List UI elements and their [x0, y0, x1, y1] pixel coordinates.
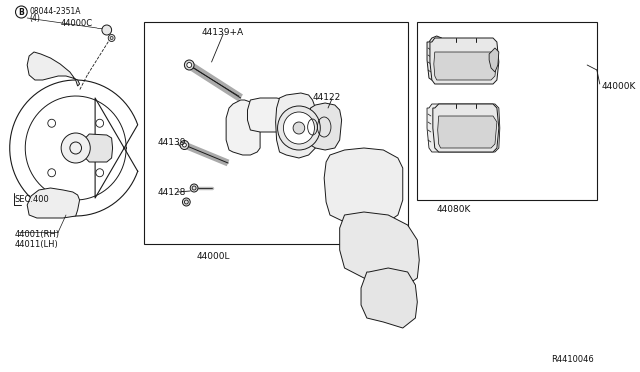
Circle shape: [278, 106, 320, 150]
Polygon shape: [430, 38, 499, 84]
Bar: [417, 22, 597, 200]
Circle shape: [293, 122, 305, 134]
Circle shape: [284, 112, 314, 144]
Text: 44000K: 44000K: [602, 82, 636, 91]
Circle shape: [184, 60, 194, 70]
Polygon shape: [83, 134, 113, 162]
Text: 44122: 44122: [312, 93, 340, 102]
Polygon shape: [427, 104, 500, 152]
Polygon shape: [438, 116, 497, 148]
Circle shape: [102, 25, 111, 35]
Polygon shape: [276, 93, 318, 158]
Text: B: B: [19, 8, 24, 17]
Polygon shape: [489, 48, 499, 72]
Polygon shape: [324, 148, 403, 228]
Polygon shape: [27, 188, 79, 218]
Circle shape: [182, 198, 190, 206]
Text: R4410046: R4410046: [551, 355, 594, 364]
Polygon shape: [248, 98, 289, 132]
Text: 44139+A: 44139+A: [202, 28, 244, 37]
Polygon shape: [226, 100, 260, 155]
Polygon shape: [427, 36, 442, 80]
Text: 44001(RH): 44001(RH): [15, 230, 60, 239]
Polygon shape: [27, 52, 79, 86]
Circle shape: [15, 6, 27, 18]
Polygon shape: [434, 52, 497, 80]
Polygon shape: [361, 268, 417, 328]
Bar: [143, 22, 408, 244]
Text: 44000L: 44000L: [196, 252, 230, 261]
Circle shape: [180, 141, 189, 150]
Circle shape: [190, 184, 198, 192]
Text: 44128: 44128: [157, 188, 186, 197]
Text: 44011(LH): 44011(LH): [15, 240, 58, 249]
Text: SEC.400: SEC.400: [15, 195, 49, 204]
Text: 44080K: 44080K: [437, 205, 472, 214]
Circle shape: [108, 35, 115, 42]
Text: 08044-2351A: 08044-2351A: [29, 7, 81, 16]
Circle shape: [187, 62, 191, 67]
Text: 44139: 44139: [157, 138, 186, 147]
Polygon shape: [308, 103, 342, 150]
Circle shape: [61, 133, 90, 163]
Polygon shape: [433, 104, 499, 152]
Circle shape: [182, 143, 186, 147]
Text: 44000C: 44000C: [60, 19, 92, 28]
Text: (4): (4): [29, 14, 40, 23]
Polygon shape: [340, 212, 419, 288]
